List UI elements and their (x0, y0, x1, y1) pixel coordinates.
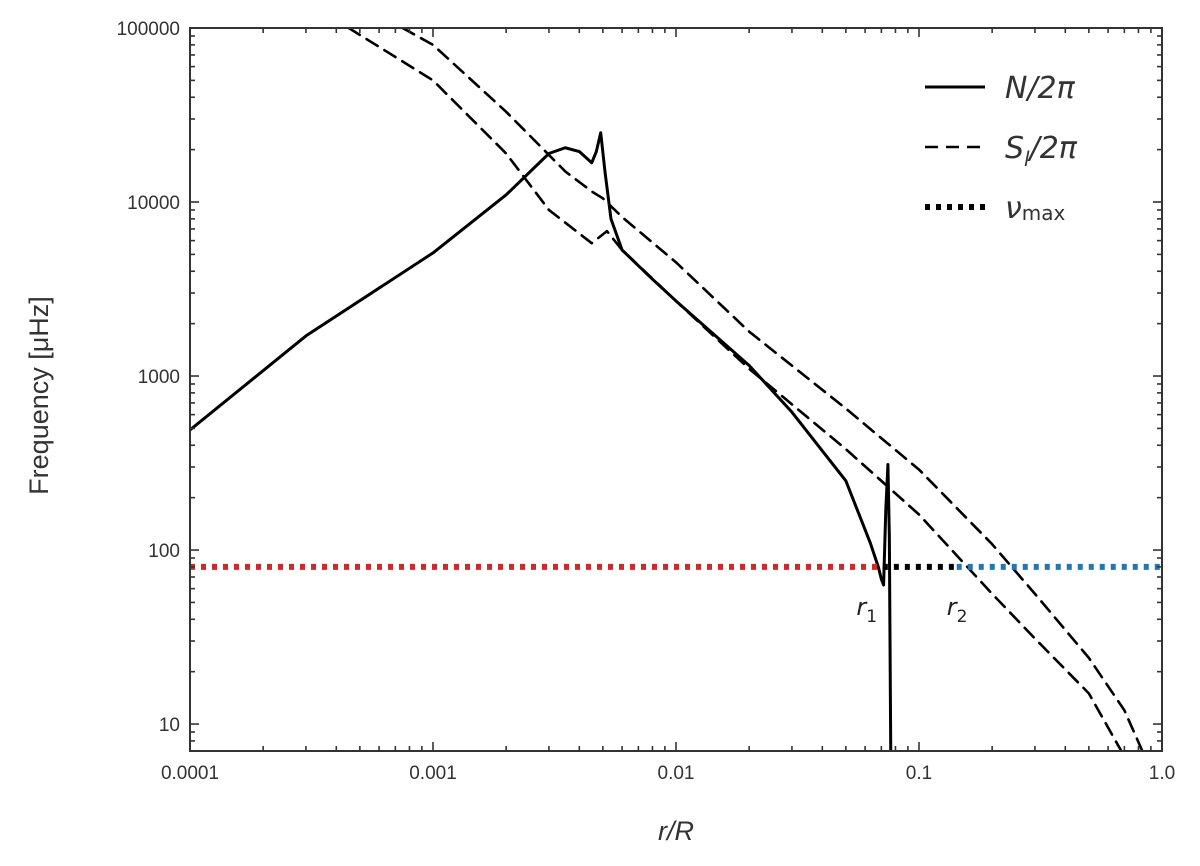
legend-label-N: N/2π (1005, 71, 1076, 106)
x-axis-label: r/R (658, 816, 694, 846)
y-tick-label: 100000 (117, 19, 180, 40)
x-tick-label: 0.0001 (161, 763, 219, 784)
annotation-r2: r2 (947, 593, 968, 627)
x-tick-label: 0.1 (906, 763, 932, 784)
y-tick-label: 1000 (138, 367, 180, 388)
annotation-r1: r1 (856, 593, 877, 627)
x-tick-label: 1.0 (1149, 763, 1175, 784)
legend-label-numax: νmax (1005, 191, 1066, 226)
x-tick-label: 0.01 (658, 763, 695, 784)
legend-label-S: Sl/2π (1005, 131, 1078, 171)
series-S-lower (347, 28, 1123, 751)
annotations: r1 r2 (856, 593, 967, 627)
axis-ticks: 0.0001 0.001 0.01 0.1 1.0 10 100 1000 10000 10000… (117, 19, 1176, 784)
y-tick-label: 10 (159, 715, 180, 736)
plot-area (190, 28, 1162, 751)
legend: N/2π Sl/2π νmax (925, 71, 1078, 226)
x-tick-label: 0.001 (409, 763, 457, 784)
series-S-upper (401, 28, 1144, 751)
y-axis-label: Frequency [μHz] (24, 296, 54, 495)
series-N (190, 131, 893, 751)
y-tick-label: 100 (148, 541, 180, 562)
y-tick-label: 10000 (127, 193, 180, 214)
